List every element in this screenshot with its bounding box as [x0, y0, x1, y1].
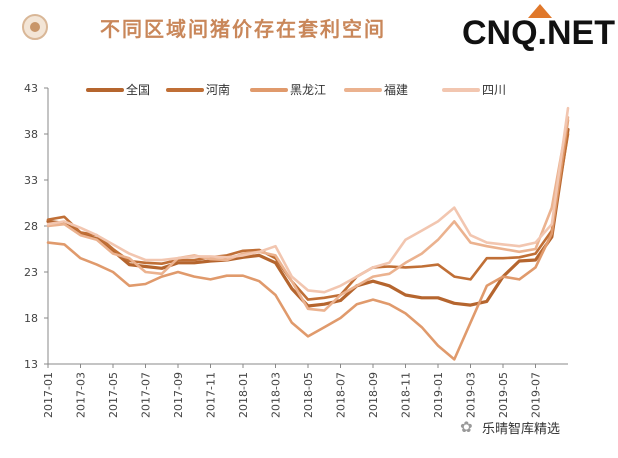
chart-axes: 13 18 23 28 33 38 43 2017-01 2017-03 2017-05 2017-…	[24, 82, 568, 418]
y-tick-label: 38	[24, 128, 38, 141]
x-tick-label: 2017-09	[172, 372, 185, 418]
x-tick-label: 2017-07	[140, 372, 153, 418]
chart-legend: 全国 河南 黑龙江 福建 四川	[86, 82, 506, 97]
series-line	[46, 118, 570, 361]
legend-label: 河南	[206, 82, 230, 97]
legend-label: 四川	[482, 83, 506, 97]
x-tick-label: 2018-01	[237, 372, 250, 418]
series-line	[46, 127, 570, 308]
page-title: 不同区域间猪价存在套利空间	[100, 17, 386, 41]
series-line	[46, 132, 570, 301]
y-tick-label: 28	[24, 220, 38, 233]
watermark-text: 乐晴智库精选	[482, 422, 561, 437]
wechat-icon: ✿	[460, 418, 473, 436]
x-tick-label: 2019-01	[432, 372, 445, 418]
x-tick-label: 2018-09	[367, 372, 380, 418]
y-tick-label: 33	[24, 174, 38, 187]
x-tick-label: 2017-01	[42, 372, 55, 418]
x-tick-label: 2018-03	[270, 372, 283, 418]
series-line	[46, 106, 570, 294]
x-tick-label: 2019-03	[465, 372, 478, 418]
x-tick-label: 2017-03	[75, 372, 88, 418]
x-tick-label: 2018-07	[335, 372, 348, 418]
site-logo: CNQ.NET	[462, 14, 615, 52]
series-line	[46, 116, 570, 312]
x-tick-label: 2017-11	[205, 372, 218, 418]
legend-label: 福建	[384, 82, 408, 97]
y-tick-label: 23	[24, 266, 38, 279]
roof-icon	[528, 4, 552, 18]
x-tick-label: 2017-05	[107, 372, 120, 418]
y-tick-label: 43	[24, 82, 38, 95]
x-tick-label: 2019-05	[497, 372, 510, 418]
y-tick-label: 18	[24, 312, 38, 325]
x-tick-label: 2018-05	[302, 372, 315, 418]
circle-badge-icon	[22, 14, 48, 40]
chart-series	[46, 106, 570, 361]
legend-label: 黑龙江	[290, 83, 326, 97]
legend-label: 全国	[126, 82, 150, 97]
y-tick-label: 13	[24, 358, 38, 371]
x-tick-label: 2018-11	[400, 372, 413, 418]
x-tick-label: 2019-07	[530, 372, 543, 418]
line-chart: 13 18 23 28 33 38 43 2017-01 2017-03 2017-05 2017-…	[24, 82, 570, 418]
